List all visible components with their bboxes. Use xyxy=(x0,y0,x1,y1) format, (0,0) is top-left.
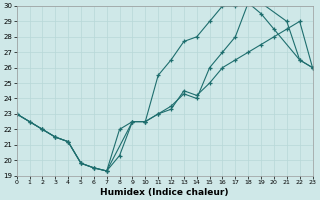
X-axis label: Humidex (Indice chaleur): Humidex (Indice chaleur) xyxy=(100,188,229,197)
